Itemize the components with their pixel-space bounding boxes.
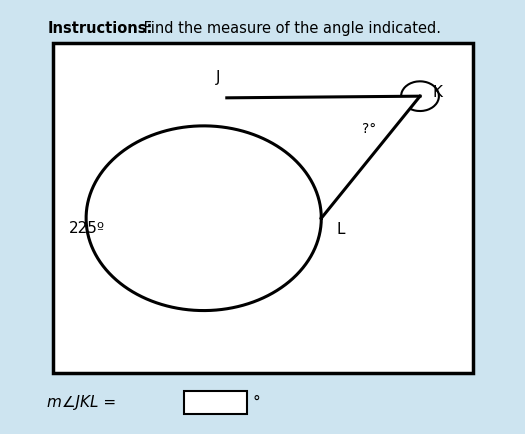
Text: m∠JKL =: m∠JKL = [47,395,117,410]
Text: Instructions:: Instructions: [47,21,153,36]
Bar [184,391,247,414]
Text: ?°: ?° [362,122,377,136]
Text: L: L [336,221,344,237]
Bar [52,43,472,373]
Text: Find the measure of the angle indicated.: Find the measure of the angle indicated. [139,21,441,36]
Text: 225º: 225º [69,220,106,236]
Text: J: J [216,69,220,85]
Text: K: K [433,85,443,100]
Text: °: ° [252,395,260,410]
